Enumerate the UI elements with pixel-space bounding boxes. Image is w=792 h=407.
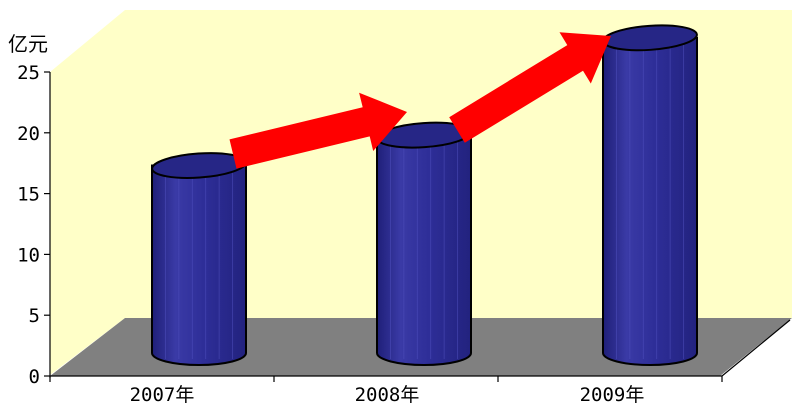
bar-body [376, 134, 472, 366]
trend-arrow [449, 32, 611, 143]
y-tick-label: 15 [17, 184, 40, 206]
bar-body [151, 164, 247, 366]
bars [151, 24, 698, 366]
bar-body [602, 36, 698, 366]
y-tick-label: 5 [29, 305, 40, 327]
y-tick-label: 25 [17, 62, 40, 84]
y-axis-ticks: 0 5 10 15 20 25 [17, 62, 50, 388]
bar [376, 121, 472, 366]
bar [151, 152, 247, 366]
x-category-label: 2008年 [355, 384, 420, 406]
bar [602, 24, 698, 366]
trend-arrow [229, 92, 407, 169]
x-category-label: 2009年 [580, 384, 645, 406]
floor-right-edge [721, 319, 791, 377]
trend-arrows [229, 32, 611, 169]
x-axis-ticks: 2007年 2008年 2009年 [49, 376, 723, 406]
y-tick-label: 0 [29, 366, 40, 388]
y-axis-unit-label: 亿元 [8, 32, 48, 56]
y-tick-label: 10 [17, 244, 40, 266]
x-category-label: 2007年 [130, 384, 195, 406]
y-tick-label: 20 [17, 123, 40, 145]
